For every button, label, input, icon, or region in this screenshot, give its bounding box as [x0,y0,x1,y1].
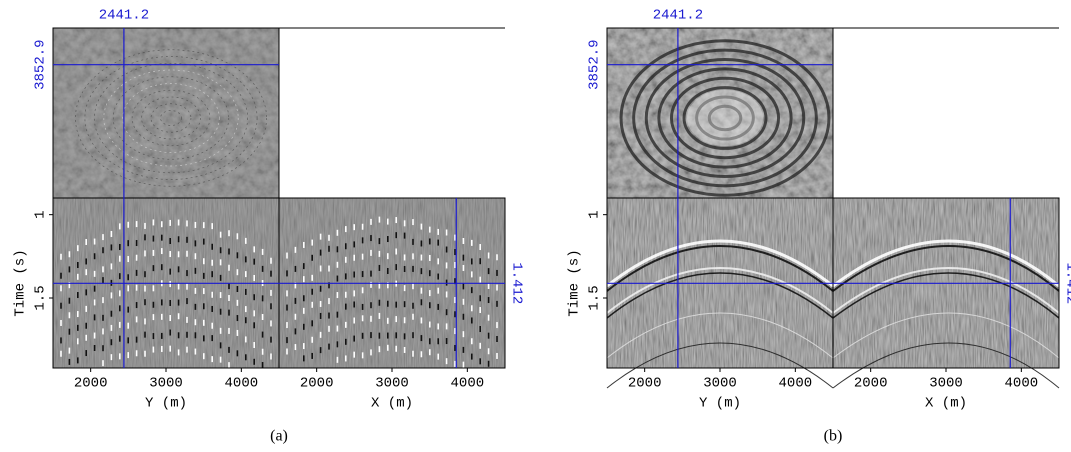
ring [644,58,806,178]
time-tick-label: 1 [33,210,49,218]
ring [695,95,755,141]
y-axis-label: Y (m) [145,396,187,412]
ring [93,62,249,174]
x-tick-label: 2000 [300,376,334,392]
ring [103,69,239,167]
event [832,272,1060,319]
caption: (b) [824,428,843,445]
x-tick-label: 3000 [375,376,409,392]
event [606,245,834,292]
crosshair-label: 1.412 [1062,262,1071,304]
x-axis-label: X (m) [371,396,413,412]
ring [112,76,230,160]
x-tick-label: 3000 [929,376,963,392]
image-texture [607,28,833,198]
x-tick-label: 2000 [854,376,888,392]
y-tick-label: 3000 [149,376,183,392]
ring [84,56,258,180]
ring [682,86,768,150]
ring [131,89,211,147]
caption: (a) [270,428,288,445]
crosshair-label: 3852.9 [587,39,603,89]
bright-core [687,90,763,146]
ring [657,67,793,169]
ring [122,83,220,153]
crosshair-label: 3852.9 [33,39,49,89]
event [832,312,1060,359]
crosshair-label: 2441.2 [99,8,149,24]
x-tick-label: 4000 [451,376,485,392]
time-axis-label: Time (s) [567,249,583,316]
ring [150,103,192,133]
y-tick-label: 4000 [225,376,259,392]
y-tick-label: 4000 [779,376,813,392]
event [832,267,1060,314]
time-axis-label: Time (s) [13,249,29,316]
event [606,272,834,319]
ring [632,48,818,188]
x-axis-label: X (m) [925,396,967,412]
ring [160,110,182,126]
ring [707,104,743,132]
ring [75,49,267,187]
y-tick-label: 2000 [74,376,108,392]
ring [619,39,831,197]
event [832,239,1060,288]
event [606,267,834,314]
y-tick-label: 2000 [628,376,662,392]
event [832,245,1060,292]
ring [141,96,201,140]
crosshair-label: 2441.2 [653,8,703,24]
time-tick-label: 1 [587,210,603,218]
x-tick-label: 4000 [1005,376,1039,392]
event [606,312,834,359]
event [606,239,834,288]
image-texture [53,28,279,198]
y-tick-label: 3000 [703,376,737,392]
ring [669,76,781,160]
y-axis-label: Y (m) [699,396,741,412]
time-tick-label: 1.5 [587,285,603,310]
time-tick-label: 1.5 [33,285,49,310]
crosshair-label: 1.412 [508,262,524,304]
